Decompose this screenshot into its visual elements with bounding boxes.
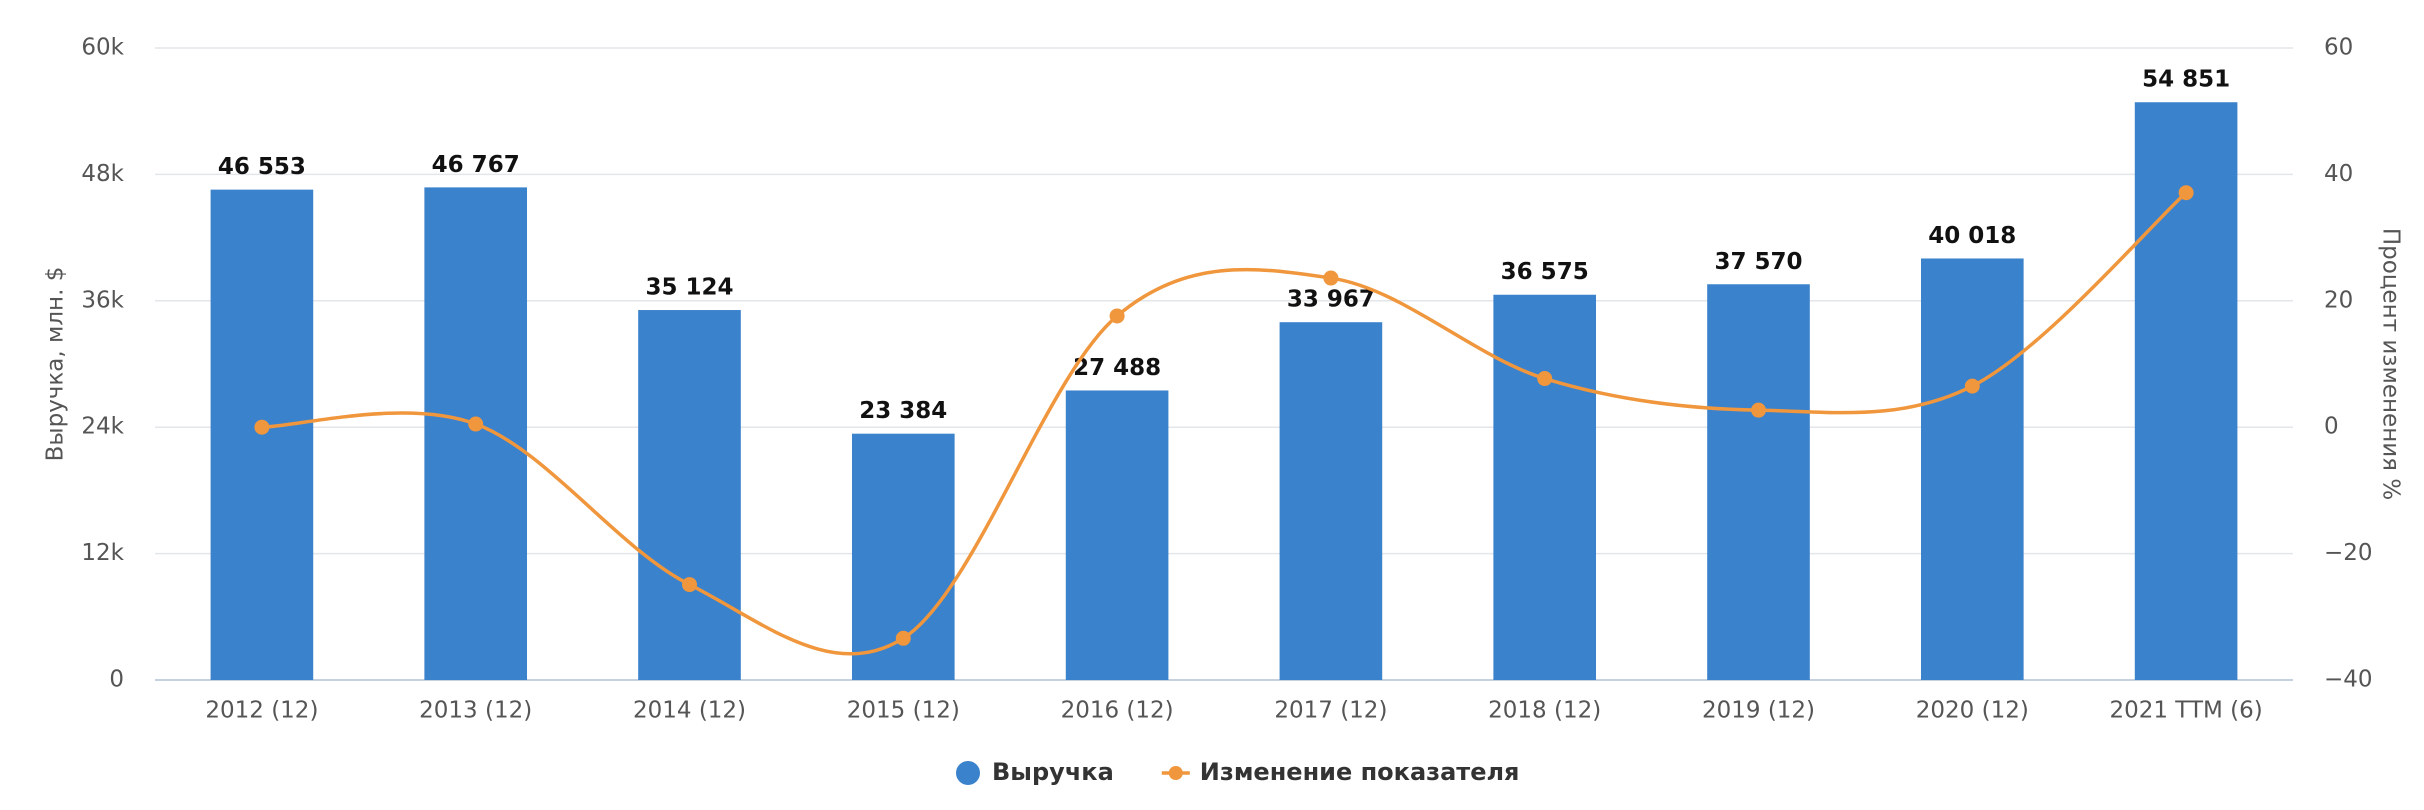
data-label: 37 570 [1714, 249, 1802, 275]
data-label: 35 124 [645, 275, 733, 301]
line-point [1537, 371, 1553, 387]
x-tick-label: 2015 (12) [847, 698, 960, 724]
data-label: 46 767 [432, 152, 520, 178]
bar [1279, 322, 1383, 680]
data-label: 46 553 [218, 154, 306, 180]
y-tick-label: 12k [81, 540, 124, 566]
y-axis-title: Выручка, млн. $ [43, 267, 69, 462]
line-point [2178, 185, 2194, 201]
bar [210, 189, 314, 681]
data-label: 40 018 [1928, 223, 2016, 249]
data-label: 54 851 [2142, 67, 2230, 93]
line-point [1323, 270, 1339, 286]
line-point [1109, 308, 1125, 324]
y2-tick-label: 40 [2324, 161, 2353, 187]
line-point [468, 416, 484, 432]
x-tick-label: 2014 (12) [633, 698, 746, 724]
y2-tick-label: −20 [2324, 540, 2373, 566]
line [261, 191, 2188, 656]
y-tick-label: 60k [81, 35, 124, 61]
x-tick-label: 2012 (12) [205, 698, 318, 724]
y-tick-label: 24k [81, 414, 124, 440]
y2-tick-label: 0 [2324, 414, 2339, 440]
legend-marker [1168, 766, 1183, 780]
line-point [254, 419, 270, 435]
bar [1493, 294, 1597, 680]
x-tick-label: 2021 TTM (6) [2109, 698, 2262, 724]
y-tick-label: 0 [109, 667, 124, 693]
x-tick-label: 2020 (12) [1916, 698, 2029, 724]
legend-label: Выручка [992, 758, 1114, 786]
x-tick-label: 2019 (12) [1702, 698, 1815, 724]
line-point [895, 630, 911, 646]
data-label: 27 488 [1073, 355, 1161, 381]
bar [1707, 284, 1810, 680]
y2-tick-label: −40 [2324, 667, 2373, 693]
bar [424, 187, 528, 680]
line-point [682, 577, 697, 593]
y2-tick-label: 60 [2324, 35, 2353, 61]
bar [638, 310, 741, 680]
bar [1920, 258, 2024, 680]
y-tick-label: 36k [81, 287, 124, 313]
y-tick-label: 48k [81, 161, 124, 187]
x-tick-label: 2017 (12) [1274, 698, 1387, 724]
line-point [1751, 402, 1766, 418]
bar [1065, 390, 1169, 680]
legend-marker [956, 761, 980, 785]
line-point [1964, 378, 1980, 394]
data-label: 33 967 [1287, 287, 1375, 313]
x-tick-label: 2013 (12) [419, 698, 532, 724]
x-tick-label: 2018 (12) [1488, 698, 1601, 724]
data-label: 36 575 [1501, 259, 1589, 285]
y2-tick-label: 20 [2324, 287, 2353, 313]
data-label: 23 384 [859, 398, 947, 424]
legend-label: Изменение показателя [1200, 758, 1520, 786]
y2-axis-title: Процент изменения % [2378, 228, 2404, 500]
x-tick-label: 2016 (12) [1061, 698, 1174, 724]
